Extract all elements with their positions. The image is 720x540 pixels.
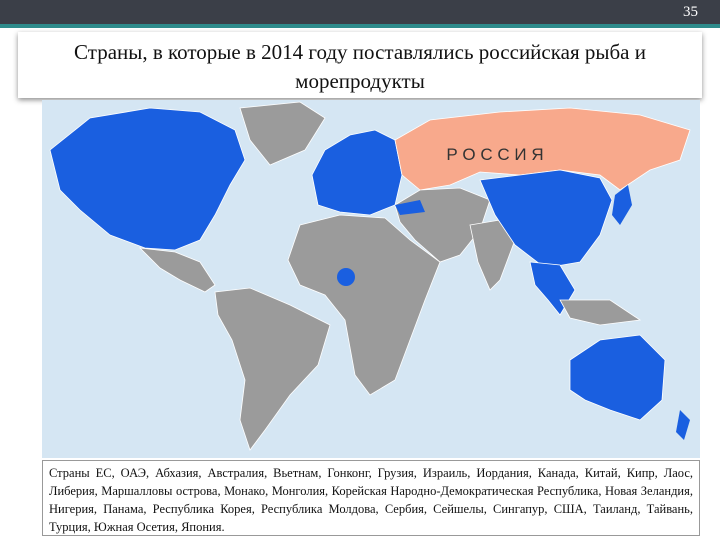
accent-stripe	[0, 24, 720, 28]
africa	[287, 214, 441, 396]
china-mongolia	[479, 169, 613, 269]
caption: Страны ЕС, ОАЭ, Абхазия, Австралия, Вьет…	[42, 460, 700, 536]
world-map: Р О С С И Я	[42, 100, 700, 458]
slide-title: Страны, в которые в 2014 году поставляли…	[18, 32, 702, 98]
greenland	[239, 101, 326, 166]
russia-label: Р О С С И Я	[446, 145, 543, 164]
nigeria	[337, 268, 355, 286]
japan	[612, 185, 632, 225]
page-number: 35	[683, 4, 698, 20]
north-america	[49, 107, 246, 251]
australia	[569, 334, 666, 421]
indonesia	[559, 299, 642, 326]
new-zealand	[676, 410, 690, 440]
turkey	[395, 200, 425, 215]
top-bar	[0, 0, 720, 24]
central-america	[138, 247, 216, 293]
russia	[394, 107, 691, 191]
south-america	[214, 287, 331, 451]
